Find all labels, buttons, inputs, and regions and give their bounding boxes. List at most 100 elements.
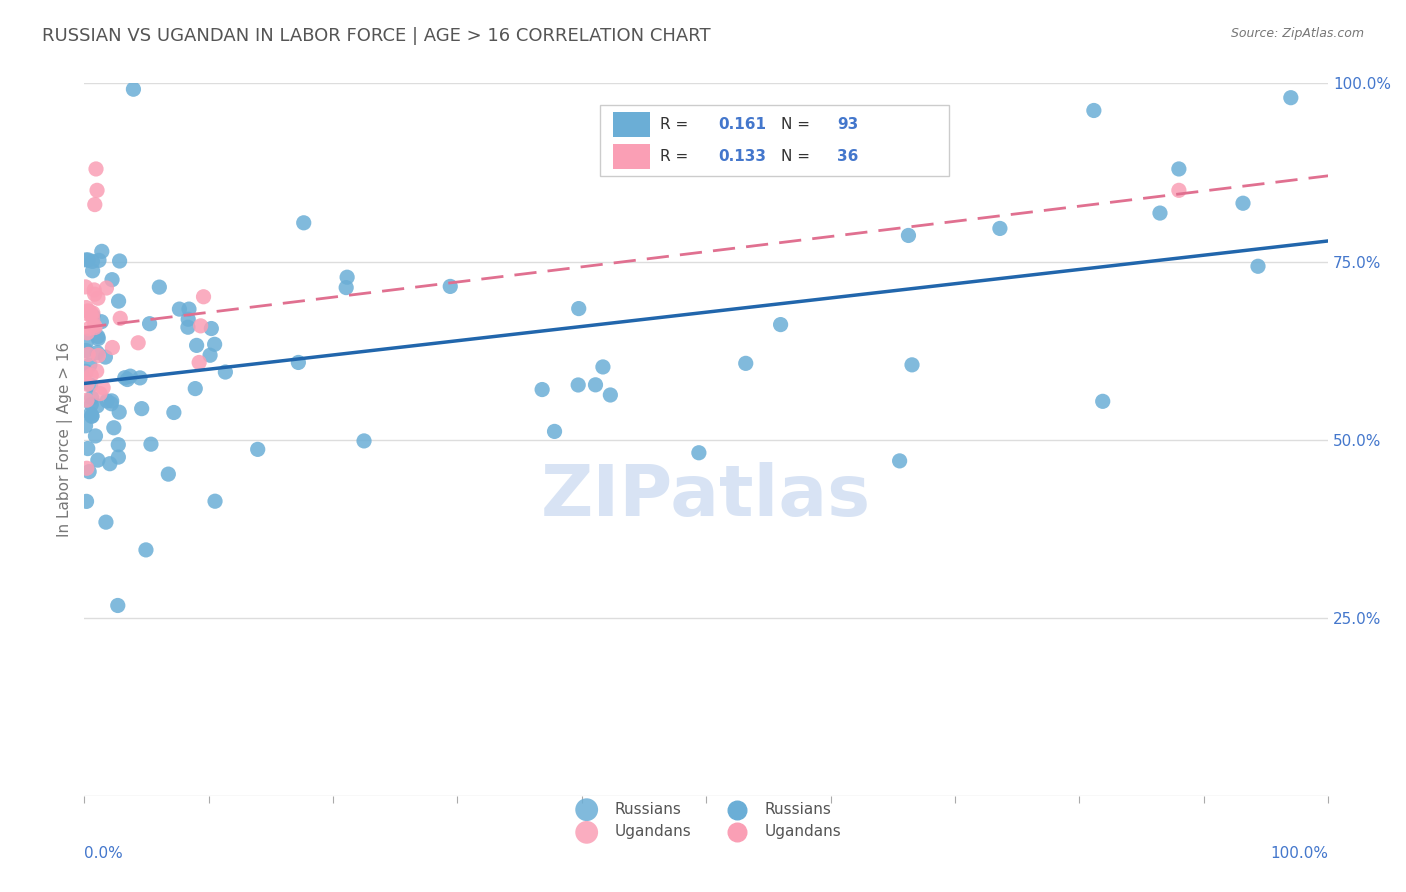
Russians (131, 401, 153, 416)
Ugandans (84, 320, 107, 334)
Ugandans (127, 335, 149, 350)
Russians (177, 320, 200, 334)
Russians (87, 329, 110, 343)
Ugandans (77, 321, 100, 335)
Russians (214, 365, 236, 379)
Russians (75, 418, 97, 433)
Text: RUSSIAN VS UGANDAN IN LABOR FORCE | AGE > 16 CORRELATION CHART: RUSSIAN VS UGANDAN IN LABOR FORCE | AGE … (42, 27, 711, 45)
Russians (1279, 91, 1302, 105)
Ugandans (75, 306, 97, 320)
Text: N =: N = (780, 117, 814, 132)
Russians (1083, 103, 1105, 118)
Russians (90, 244, 112, 259)
Russians (1149, 206, 1171, 220)
Ugandans (83, 197, 105, 211)
Ugandans (77, 347, 100, 361)
Ugandans (188, 355, 211, 369)
Russians (108, 254, 131, 268)
Russians (148, 280, 170, 294)
Russians (80, 409, 103, 424)
Russians (82, 264, 104, 278)
Russians (77, 465, 100, 479)
Ugandans (83, 287, 105, 301)
Y-axis label: In Labor Force | Age > 16: In Labor Force | Age > 16 (58, 343, 73, 537)
Text: ZIPatlas: ZIPatlas (541, 462, 872, 532)
Ugandans (89, 386, 111, 401)
Russians (246, 442, 269, 457)
Ugandans (77, 304, 100, 318)
Russians (103, 421, 125, 435)
Russians (568, 301, 591, 316)
Russians (80, 391, 103, 405)
Russians (204, 494, 226, 508)
Ugandans (80, 306, 103, 320)
Ugandans (87, 291, 110, 305)
Russians (79, 407, 101, 421)
Ugandans (193, 290, 215, 304)
Text: 0.161: 0.161 (718, 117, 766, 132)
FancyBboxPatch shape (613, 144, 650, 169)
Russians (75, 364, 97, 378)
Russians (988, 221, 1011, 235)
Russians (107, 294, 129, 309)
Ugandans (75, 366, 97, 380)
FancyBboxPatch shape (600, 105, 949, 176)
Ugandans (76, 304, 98, 318)
Russians (353, 434, 375, 448)
Russians (82, 254, 104, 268)
Russians (77, 252, 100, 267)
Russians (114, 370, 136, 384)
Russians (79, 358, 101, 372)
Russians (107, 599, 129, 613)
Russians (439, 279, 461, 293)
Russians (76, 442, 98, 456)
Ugandans (76, 377, 98, 392)
Russians (122, 82, 145, 96)
Russians (287, 355, 309, 369)
Russians (94, 515, 117, 529)
Russians (734, 356, 756, 370)
Ugandans (76, 326, 98, 340)
Russians (688, 446, 710, 460)
Russians (75, 252, 97, 267)
Russians (82, 309, 104, 323)
Text: 100.0%: 100.0% (1270, 846, 1329, 861)
Russians (108, 405, 131, 419)
Russians (96, 393, 118, 408)
Ugandans (84, 161, 107, 176)
Russians (1167, 161, 1189, 176)
Ugandans (87, 349, 110, 363)
Russians (163, 405, 186, 419)
Text: 36: 36 (837, 149, 858, 164)
Russians (543, 425, 565, 439)
Text: R =: R = (661, 149, 693, 164)
Russians (139, 437, 162, 451)
Ugandans (76, 461, 98, 475)
Legend: Russians, Ugandans, Russians, Ugandans: Russians, Ugandans, Russians, Ugandans (565, 796, 848, 846)
Text: 0.0%: 0.0% (84, 846, 124, 861)
Ugandans (76, 393, 98, 408)
Ugandans (86, 183, 108, 197)
Russians (335, 280, 357, 294)
Russians (585, 377, 607, 392)
Russians (87, 253, 110, 268)
Russians (76, 334, 98, 349)
Russians (592, 359, 614, 374)
Russians (101, 273, 124, 287)
Ugandans (91, 381, 114, 395)
Russians (336, 270, 359, 285)
Russians (769, 318, 792, 332)
Russians (177, 302, 200, 317)
Russians (531, 383, 554, 397)
Russians (90, 315, 112, 329)
Russians (86, 345, 108, 359)
Russians (1247, 260, 1270, 274)
Russians (107, 438, 129, 452)
Russians (1232, 196, 1254, 211)
Russians (117, 372, 139, 386)
Russians (76, 494, 98, 508)
Russians (120, 369, 142, 384)
Russians (107, 450, 129, 464)
Text: R =: R = (661, 117, 693, 132)
Russians (1091, 394, 1114, 409)
